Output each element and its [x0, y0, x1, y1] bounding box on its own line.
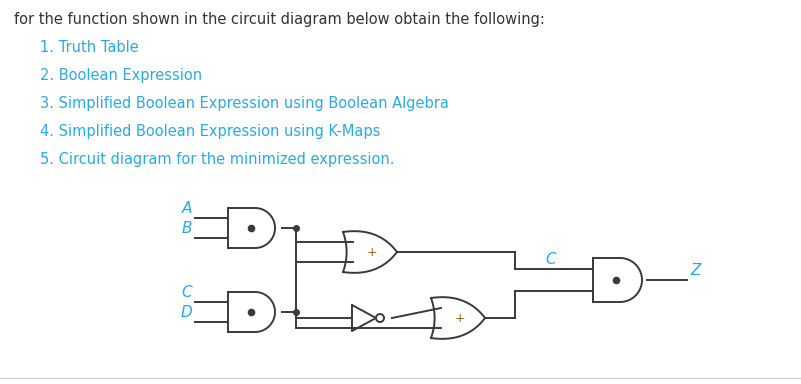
Text: D: D — [180, 305, 192, 320]
Text: Z: Z — [690, 263, 701, 278]
Text: +: + — [367, 247, 377, 260]
Text: B: B — [182, 221, 192, 236]
Text: C: C — [181, 285, 192, 300]
Text: 1. Truth Table: 1. Truth Table — [40, 40, 139, 55]
Text: C: C — [545, 252, 556, 267]
Text: 4. Simplified Boolean Expression using K-Maps: 4. Simplified Boolean Expression using K… — [40, 124, 380, 139]
Text: 2. Boolean Expression: 2. Boolean Expression — [40, 68, 202, 83]
Text: 3. Simplified Boolean Expression using Boolean Algebra: 3. Simplified Boolean Expression using B… — [40, 96, 449, 111]
Text: 5. Circuit diagram for the minimized expression.: 5. Circuit diagram for the minimized exp… — [40, 152, 395, 167]
Text: A: A — [182, 201, 192, 216]
Text: for the function shown in the circuit diagram below obtain the following:: for the function shown in the circuit di… — [14, 12, 545, 27]
Text: +: + — [455, 313, 465, 326]
